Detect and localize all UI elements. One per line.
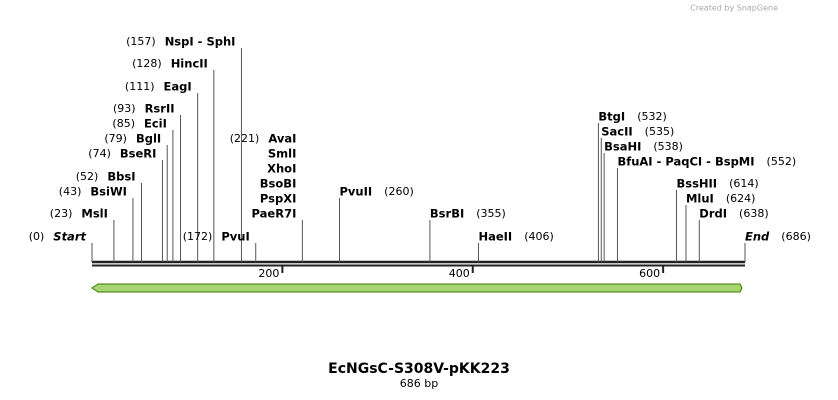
site-position: (614) xyxy=(729,177,759,190)
enzyme-name: SmlI xyxy=(268,147,297,161)
tick-label: 200 xyxy=(258,267,279,280)
enzyme-name: PaeR7I xyxy=(252,207,297,221)
site-position: (79) xyxy=(104,132,127,145)
enzyme-name: Start xyxy=(53,230,86,244)
site-position: (552) xyxy=(767,155,797,168)
enzyme-name: PvuII xyxy=(339,185,372,199)
enzyme-name: BsoBI xyxy=(260,177,297,191)
site-position: (93) xyxy=(113,102,136,115)
site-position: (686) xyxy=(781,230,811,243)
enzyme-name: EagI xyxy=(164,80,192,94)
site-position: (535) xyxy=(645,125,675,138)
site-position: (128) xyxy=(132,57,162,70)
site-position: (221) xyxy=(230,132,260,145)
tick-label: 400 xyxy=(449,267,470,280)
enzyme-name: MslI xyxy=(81,207,108,221)
enzyme-name: PspXI xyxy=(260,192,296,206)
site-position: (85) xyxy=(112,117,135,130)
enzyme-name: End xyxy=(745,230,770,244)
site-position: (624) xyxy=(726,192,756,205)
enzyme-name: MluI xyxy=(686,192,714,206)
enzyme-name: BsiWI xyxy=(90,185,127,199)
tick-label: 600 xyxy=(639,267,660,280)
site-position: (157) xyxy=(126,35,156,48)
enzyme-name: AvaI xyxy=(268,132,296,146)
site-position: (355) xyxy=(476,207,506,220)
enzyme-name: BfuAI - PaqCI - BspMI xyxy=(617,155,754,169)
enzyme-name: BsrBI xyxy=(430,207,464,221)
enzyme-name: BssHII xyxy=(676,177,717,191)
enzyme-name: SacII xyxy=(601,125,632,139)
enzyme-name: PvuI xyxy=(221,230,249,244)
site-position: (52) xyxy=(76,170,99,183)
site-position: (532) xyxy=(637,110,667,123)
enzyme-name: BtgI xyxy=(598,110,625,124)
enzyme-name: BglI xyxy=(136,132,161,146)
enzyme-name: EciI xyxy=(144,117,167,131)
site-position: (0) xyxy=(29,230,45,243)
enzyme-name: NspI - SphI xyxy=(165,35,236,49)
enzyme-name: BsaHI xyxy=(604,140,641,154)
site-position: (111) xyxy=(125,80,155,93)
site-position: (406) xyxy=(524,230,554,243)
site-position: (74) xyxy=(88,147,111,160)
site-position: (260) xyxy=(384,185,414,198)
map-length: 686 bp xyxy=(400,377,438,390)
enzyme-name: BbsI xyxy=(107,170,135,184)
site-position: (43) xyxy=(59,185,82,198)
enzyme-name: RsrII xyxy=(145,102,175,116)
watermark: Created by SnapGene xyxy=(690,4,778,13)
enzyme-name: HaeII xyxy=(478,230,512,244)
enzyme-name: XhoI xyxy=(267,162,296,176)
site-position: (23) xyxy=(50,207,73,220)
map-title: EcNGsC-S308V-pKK223 xyxy=(328,361,510,377)
site-position: (172) xyxy=(183,230,213,243)
site-position: (538) xyxy=(653,140,683,153)
feature-arrow xyxy=(91,283,743,293)
enzyme-name: HincII xyxy=(171,57,208,71)
enzyme-name: DrdI xyxy=(699,207,727,221)
enzyme-name: BseRI xyxy=(120,147,157,161)
site-position: (638) xyxy=(739,207,769,220)
